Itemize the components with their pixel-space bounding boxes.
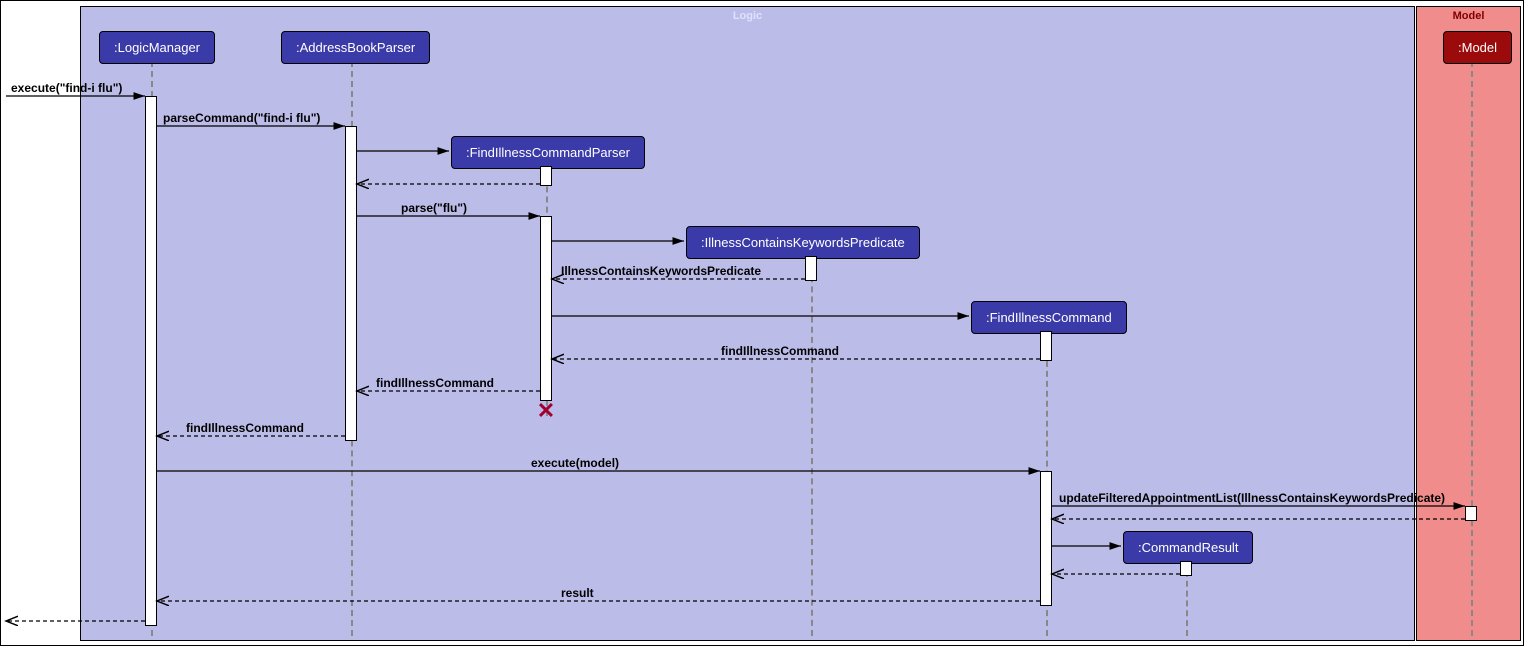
sequence-diagram: Logic Model :LogicManager :AddressBookPa… [0,0,1524,646]
lifeline-illnesspredicate [811,256,813,636]
label-findillness-return-2: findIllnessCommand [376,376,494,390]
participant-commandresult: :CommandResult [1123,531,1253,564]
activation-findillnessparser-2 [540,216,552,401]
label-result: result [561,586,594,600]
activation-commandresult [1180,561,1192,576]
participant-addressbookparser: :AddressBookParser [281,31,430,64]
activation-findillnesscommand-1 [1040,331,1052,361]
label-predicate-return: IllnessContainsKeywordsPredicate [561,264,761,278]
activation-addressbookparser [345,126,357,441]
destroy-icon: ✕ [537,398,555,424]
model-region-title: Model [1453,10,1485,22]
label-execute-model: execute(model) [531,456,619,470]
activation-model [1465,506,1477,521]
logic-region-title: Logic [733,10,762,22]
lifeline-model [1471,61,1473,636]
participant-illnesspredicate: :IllnessContainsKeywordsPredicate [686,226,920,259]
activation-findillnessparser-1 [540,166,552,186]
label-parsecommand: parseCommand("find-i flu") [163,111,320,125]
activation-illnesspredicate [805,256,817,281]
label-parse: parse("flu") [401,201,467,215]
participant-findillnessparser: :FindIllnessCommandParser [451,136,645,169]
participant-findillnesscommand: :FindIllnessCommand [971,301,1127,334]
label-findillness-return-1: findIllnessCommand [721,344,839,358]
activation-findillnesscommand-2 [1040,471,1052,606]
label-findillness-return-3: findIllnessCommand [186,421,304,435]
model-region: Model [1416,6,1521,641]
label-execute: execute("find-i flu") [11,81,122,95]
activation-logicmanager [145,96,157,626]
participant-model: :Model [1443,31,1512,64]
participant-logicmanager: :LogicManager [99,31,215,64]
label-updatefiltered: updateFilteredAppointmentList(IllnessCon… [1059,491,1445,505]
